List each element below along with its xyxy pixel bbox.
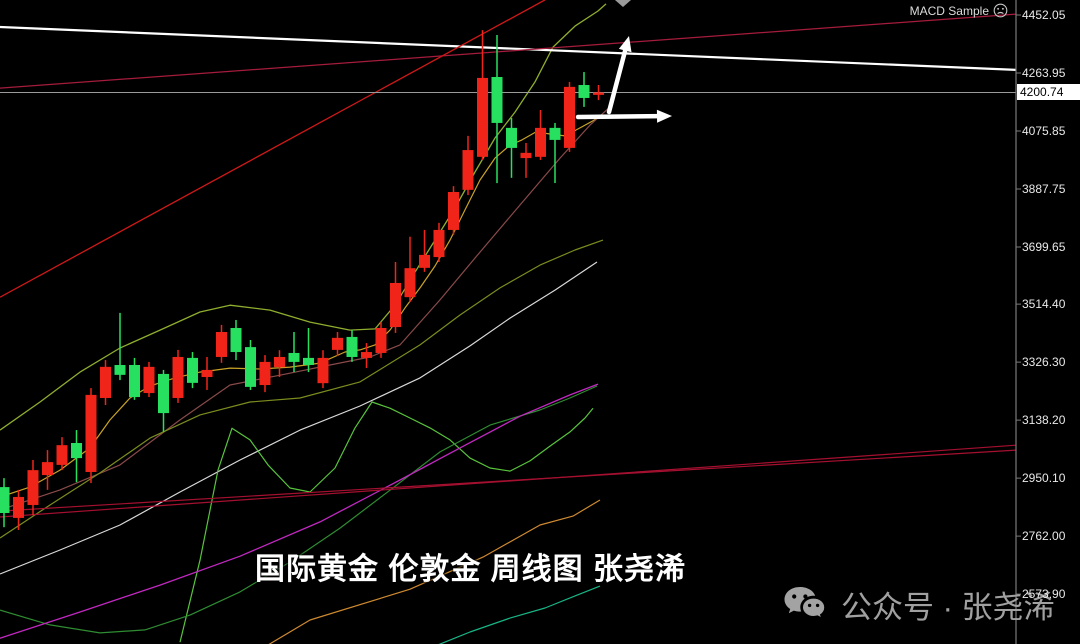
candle-body — [361, 352, 372, 358]
candle-body — [13, 496, 24, 518]
candle-body — [172, 356, 184, 398]
axis-label: 4452.05 — [1022, 8, 1066, 22]
trendline-white-resistance-line — [0, 25, 1017, 71]
indicator-row: MACD Sample — [910, 3, 1008, 18]
candle-body — [477, 77, 488, 157]
axis-label: 3326.30 — [1022, 355, 1066, 369]
axis-label: 2950.10 — [1022, 471, 1066, 485]
overlay-ma-slow-green — [0, 385, 598, 634]
current-price-tag: 4200.74 — [1017, 84, 1080, 100]
right-arrow-head — [656, 109, 672, 123]
wechat-watermark: 公众号 · 张尧浠 — [783, 582, 1055, 627]
candle-body — [158, 373, 169, 414]
candle-body — [187, 357, 198, 383]
trendline-red-rising-trendline — [0, 0, 546, 298]
up-arrow-shaft — [606, 45, 629, 115]
candle-body — [564, 86, 575, 148]
overlay-ma-orange — [268, 499, 601, 644]
candle-body — [42, 462, 53, 476]
axis-label: 4263.95 — [1022, 66, 1066, 80]
candle-body — [288, 352, 300, 362]
axis-label: 3514.40 — [1022, 297, 1066, 311]
candle-body — [259, 361, 271, 386]
candle-body — [114, 364, 126, 375]
candle-body — [549, 127, 561, 140]
watermark-text: 公众号 · 张尧浠 — [841, 590, 1055, 625]
candle-body — [404, 268, 416, 298]
candle-body — [419, 254, 430, 268]
candle-body — [303, 357, 314, 365]
chart-caption: 国际黄金 伦敦金 周线图 张尧浠 — [255, 553, 687, 586]
candle-body — [143, 366, 155, 394]
candle-body — [230, 327, 242, 353]
candle-body — [0, 487, 10, 513]
candle-body — [346, 336, 358, 357]
axis-label: 2573.90 — [1022, 587, 1066, 601]
candle-body — [85, 394, 97, 472]
up-arrow-head — [618, 36, 632, 53]
candle-body — [448, 192, 459, 230]
candle-body — [593, 92, 604, 95]
axis-label: 3138.20 — [1022, 413, 1066, 427]
trendline-red-lower-channel-b — [0, 449, 1017, 512]
candle-body — [245, 347, 256, 387]
overlay-ma-olive — [0, 239, 604, 539]
candle-body — [274, 356, 285, 368]
sad-face-icon — [993, 3, 1008, 18]
candle-body — [506, 127, 517, 148]
axis-label: 3699.65 — [1022, 240, 1066, 254]
candle-body — [433, 229, 445, 258]
trendline-crimson-upper-channel — [0, 13, 1017, 89]
indicator-label: MACD Sample — [909, 3, 989, 18]
candle-body — [201, 369, 213, 378]
overlay-ma-magenta — [0, 383, 599, 639]
candle-body — [100, 366, 111, 398]
candle-body — [491, 76, 503, 123]
candle-body — [462, 150, 474, 190]
overlay-bollinger-upper-band — [0, 3, 607, 431]
overlay-bollinger-lower-band — [179, 401, 594, 643]
axis-label: 2762.00 — [1022, 529, 1066, 543]
overlay-ma-fast-yellow — [0, 117, 599, 498]
candle-body — [375, 327, 387, 353]
candle-body — [216, 331, 227, 357]
candle-body — [332, 337, 343, 350]
candle-body — [578, 85, 590, 98]
overlay-ma-teal — [438, 585, 601, 644]
candle-body — [317, 357, 329, 384]
candle-body — [520, 152, 532, 159]
scroll-diamond-icon — [615, 0, 631, 7]
wechat-icon — [784, 586, 826, 620]
axis-label: 4075.85 — [1022, 124, 1066, 138]
candle-body — [535, 127, 546, 157]
candle-body — [27, 470, 39, 505]
candle-body — [129, 364, 140, 398]
right-arrow-shaft — [575, 113, 663, 120]
candle-body — [56, 445, 68, 465]
candle-body — [71, 443, 82, 459]
axis-label: 3887.75 — [1022, 182, 1066, 196]
candle-body — [390, 282, 401, 328]
overlay-ma-white — [0, 261, 598, 575]
